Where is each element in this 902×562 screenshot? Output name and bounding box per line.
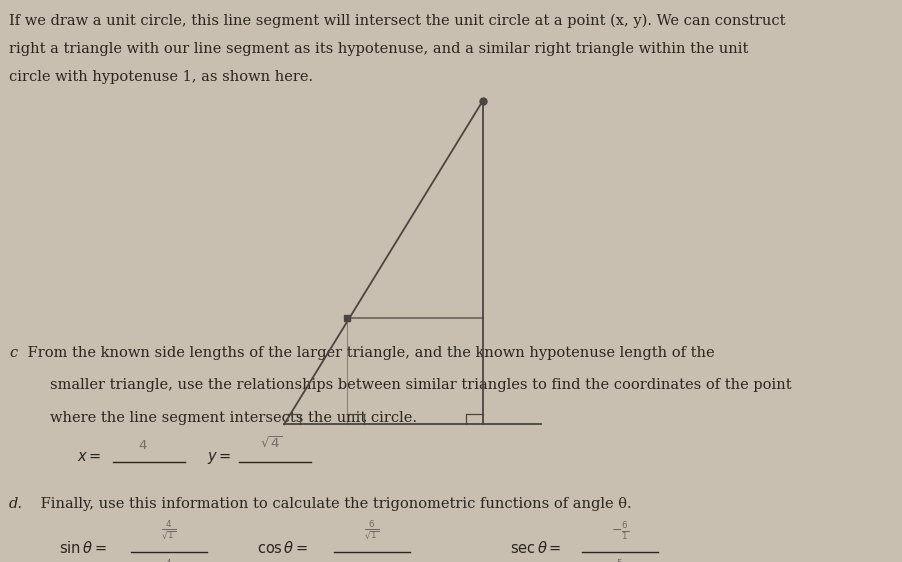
Text: circle with hypotenuse 1, as shown here.: circle with hypotenuse 1, as shown here. [9, 70, 313, 84]
Text: $\frac{4}{\sqrt{1}}$: $\frac{4}{\sqrt{1}}$ [161, 558, 177, 562]
Text: $\frac{5}{\sqrt{5}}$: $\frac{5}{\sqrt{5}}$ [612, 558, 628, 562]
Text: where the line segment intersects the unit circle.: where the line segment intersects the un… [50, 411, 417, 425]
Text: $-\frac{6}{1}$: $-\frac{6}{1}$ [611, 520, 630, 542]
Text: $\sin\theta =$: $\sin\theta =$ [59, 540, 106, 555]
Text: right a triangle with our line segment as its hypotenuse, and a similar right tr: right a triangle with our line segment a… [9, 42, 749, 56]
Text: $\sqrt{4}$: $\sqrt{4}$ [260, 436, 281, 451]
Text: c: c [9, 346, 17, 360]
Text: From the known side lengths of the larger triangle, and the known hypotenuse len: From the known side lengths of the large… [23, 346, 714, 360]
Text: $\cos\theta =$: $\cos\theta =$ [257, 540, 308, 555]
Text: $x =$: $x =$ [77, 450, 101, 464]
Text: $y =$: $y =$ [207, 450, 232, 465]
Text: d.: d. [9, 497, 23, 511]
Text: If we draw a unit circle, this line segment will intersect the unit circle at a : If we draw a unit circle, this line segm… [9, 14, 786, 29]
Text: 4: 4 [138, 439, 147, 452]
Text: $\sec\theta =$: $\sec\theta =$ [510, 540, 561, 555]
Text: $\frac{4}{\sqrt{1}}$: $\frac{4}{\sqrt{1}}$ [161, 519, 177, 542]
Text: $\frac{6}{\sqrt{1}}$: $\frac{6}{\sqrt{1}}$ [364, 519, 380, 542]
Text: Finally, use this information to calculate the trigonometric functions of angle : Finally, use this information to calcula… [36, 497, 631, 511]
Text: smaller triangle, use the relationships between similar triangles to find the co: smaller triangle, use the relationships … [50, 378, 791, 392]
